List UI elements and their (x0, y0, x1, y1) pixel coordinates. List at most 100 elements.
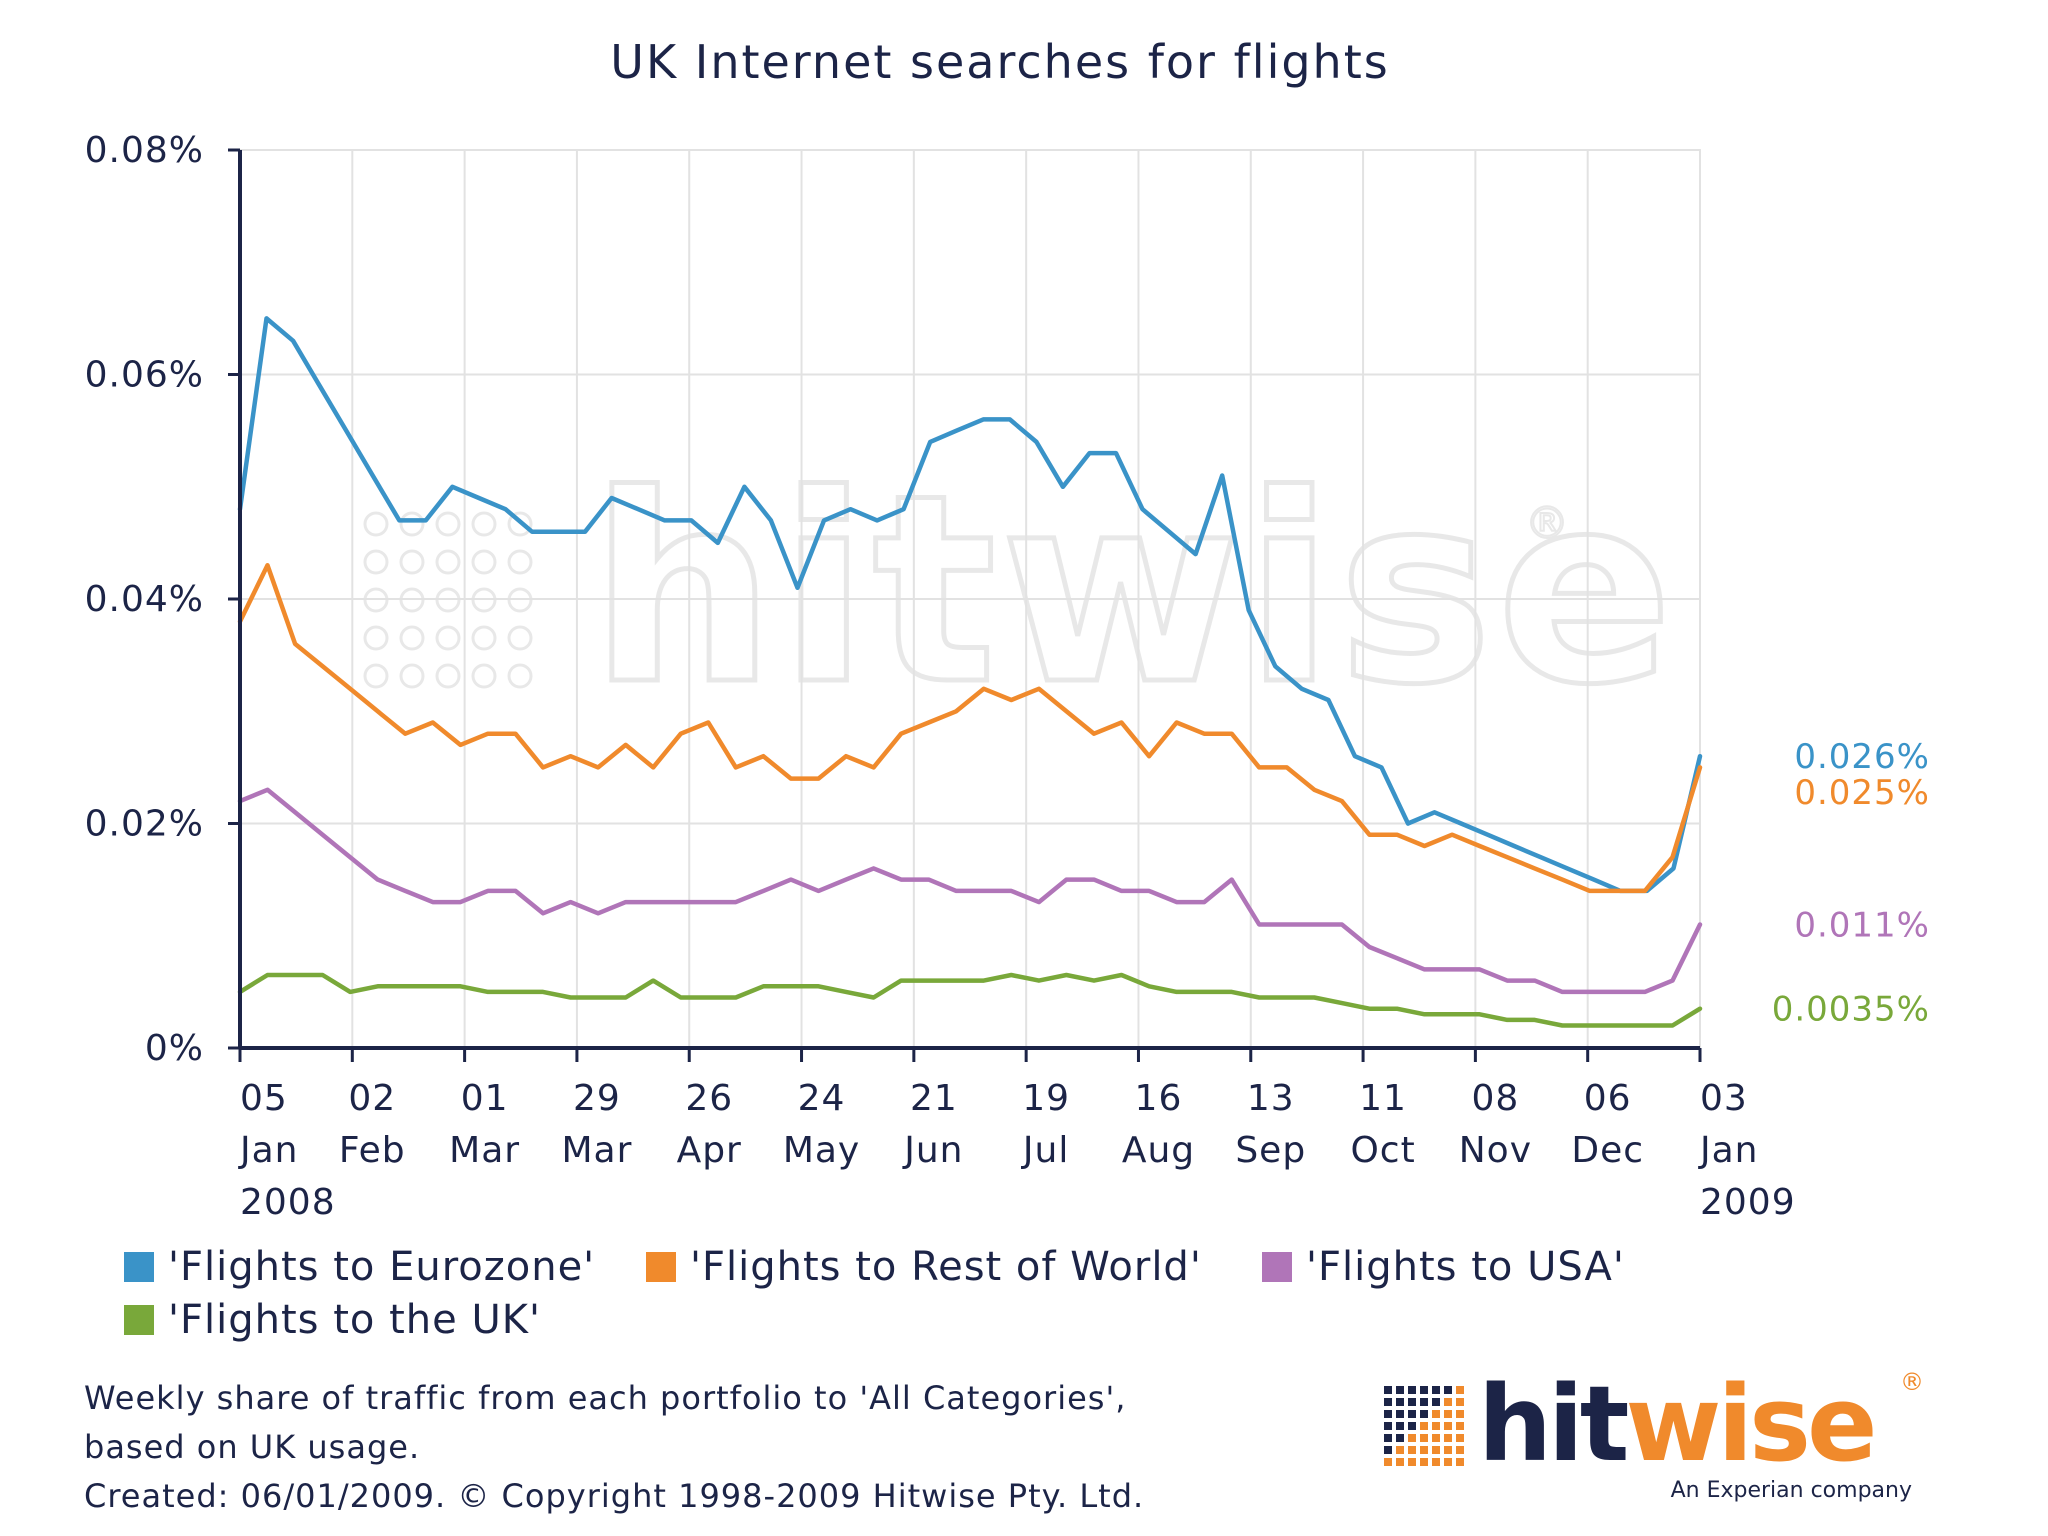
logo-dot (1408, 1422, 1416, 1430)
watermark-dot (507, 663, 533, 689)
logo-dot (1432, 1446, 1440, 1454)
hitwise-logo: hitwise ® An Experian company (1384, 1363, 1924, 1503)
logo-dot (1456, 1422, 1464, 1430)
logo-dot (1456, 1386, 1464, 1394)
logo-registered: ® (1900, 1368, 1924, 1396)
logo-dot (1444, 1386, 1452, 1394)
logo-dot (1384, 1386, 1392, 1394)
series-line-2 (237, 563, 1703, 894)
x-tick-label-day: 19 (1022, 1078, 1070, 1119)
watermark-dot (471, 549, 497, 575)
logo-wordmark: hitwise (1478, 1363, 1874, 1485)
logo-dot (1408, 1434, 1416, 1442)
y-tick-label: 0.08% (85, 130, 204, 171)
watermark-dot (363, 549, 389, 575)
logo-dot (1396, 1422, 1404, 1430)
logo-dot (1384, 1458, 1392, 1466)
watermark-dot (471, 511, 497, 537)
logo-dot (1420, 1434, 1428, 1442)
legend-label: 'Flights to the UK' (168, 1297, 541, 1343)
logo-dot (1444, 1398, 1452, 1406)
legend-label: 'Flights to Eurozone' (168, 1244, 595, 1290)
logo-dot (1432, 1434, 1440, 1442)
x-tick-label-month: Dec (1571, 1130, 1644, 1171)
logo-dot (1444, 1446, 1452, 1454)
x-tick-label-month: Oct (1350, 1130, 1415, 1171)
x-tick-label-day: 02 (348, 1078, 396, 1119)
x-tick-label-month: Mar (449, 1130, 520, 1171)
logo-dot (1432, 1398, 1440, 1406)
logo-dot (1396, 1398, 1404, 1406)
x-tick-label-day: 24 (798, 1078, 846, 1119)
logo-dot (1384, 1446, 1392, 1454)
x-tick-label-day: 08 (1471, 1078, 1519, 1119)
logo-dot (1396, 1434, 1404, 1442)
legend-label: 'Flights to USA' (1306, 1244, 1625, 1290)
watermark-dot (471, 663, 497, 689)
logo-prefix: hit (1478, 1363, 1628, 1485)
watermark-dot (507, 549, 533, 575)
x-tick-label-month: Feb (339, 1130, 406, 1171)
logo-dot (1444, 1458, 1452, 1466)
x-tick-label-day: 13 (1247, 1078, 1295, 1119)
watermark-dot (399, 663, 425, 689)
series-end-label: 0.025% (1794, 773, 1930, 813)
logo-dot (1420, 1446, 1428, 1454)
x-tick-label-day: 03 (1700, 1078, 1748, 1119)
legend-swatch (1262, 1252, 1292, 1282)
watermark-dot (507, 511, 533, 537)
logo-dot (1420, 1398, 1428, 1406)
series-end-label: 0.0035% (1772, 990, 1930, 1030)
logo-dot (1444, 1422, 1452, 1430)
logo-dot (1456, 1434, 1464, 1442)
logo-dot (1396, 1458, 1404, 1466)
logo-dot (1420, 1422, 1428, 1430)
y-tick-label: 0% (145, 1028, 204, 1069)
x-tick-label-day: 11 (1359, 1078, 1407, 1119)
x-tick-label-year: 2009 (1700, 1182, 1796, 1223)
x-tick-label-month: Jun (902, 1130, 963, 1171)
series-end-label: 0.026% (1794, 737, 1930, 777)
logo-dot (1384, 1398, 1392, 1406)
series-line-3 (237, 787, 1703, 995)
legend-swatch (124, 1305, 154, 1335)
footer-line-3: Created: 06/01/2009. © Copyright 1998-20… (84, 1477, 1144, 1515)
watermark-dot (399, 549, 425, 575)
watermark-dot (435, 511, 461, 537)
series-lines (237, 316, 1703, 1028)
chart-title: UK Internet searches for flights (610, 35, 1389, 89)
series-line-4 (237, 972, 1703, 1028)
watermark-dot (363, 625, 389, 651)
axes: 0% 0.02% 0.04% 0.06% 0.08% 05 Jan 2008 02 Feb 01 Ma… (85, 130, 1796, 1223)
watermark-dot (435, 625, 461, 651)
logo-dot (1432, 1458, 1440, 1466)
logo-dot (1408, 1446, 1416, 1454)
watermark-dot (435, 663, 461, 689)
logo-dot (1396, 1386, 1404, 1394)
series-line-1 (237, 316, 1703, 894)
watermark-dot (363, 511, 389, 537)
logo-dot (1432, 1410, 1440, 1418)
x-tick-label-month: Mar (561, 1130, 632, 1171)
watermark-dot (435, 549, 461, 575)
watermark-dot (507, 625, 533, 651)
watermark-dot (363, 663, 389, 689)
x-tick-label-month: Nov (1459, 1130, 1532, 1171)
x-tick-label-year: 2008 (240, 1182, 336, 1223)
logo-tagline: An Experian company (1671, 1478, 1912, 1503)
x-tick-label-day: 21 (910, 1078, 958, 1119)
watermark-dot (399, 625, 425, 651)
logo-dot (1432, 1386, 1440, 1394)
logo-dot (1396, 1446, 1404, 1454)
logo-dot (1384, 1410, 1392, 1418)
x-tick-label-month: Jan (238, 1130, 299, 1171)
x-tick-label-day: 01 (461, 1078, 509, 1119)
logo-dot (1456, 1458, 1464, 1466)
x-tick-label-day: 29 (573, 1078, 621, 1119)
x-tick-label-month: Sep (1235, 1130, 1306, 1171)
x-tick-label-day: 26 (685, 1078, 733, 1119)
logo-dot (1408, 1398, 1416, 1406)
logo-dot (1456, 1398, 1464, 1406)
x-tick-label-month: Jul (1021, 1130, 1069, 1171)
